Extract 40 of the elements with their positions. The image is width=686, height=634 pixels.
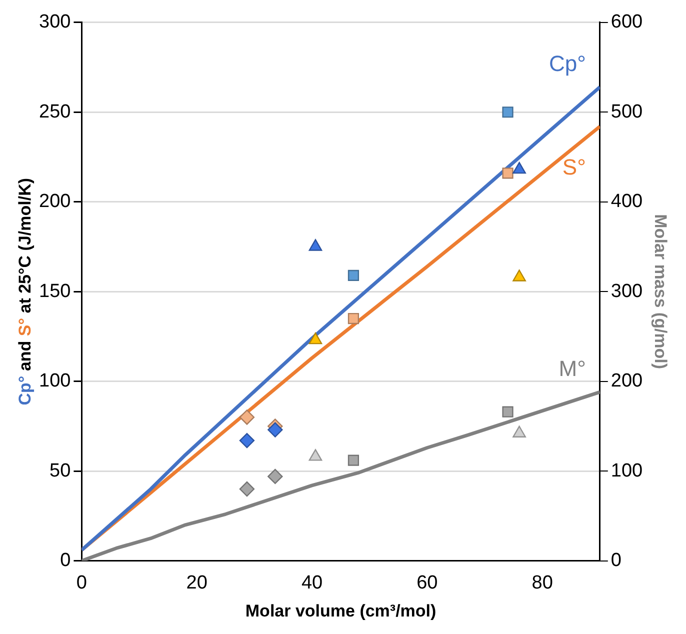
point	[502, 168, 514, 179]
series-label: Cp°	[548, 51, 586, 76]
point	[268, 422, 283, 438]
point	[348, 454, 360, 466]
point	[502, 406, 514, 418]
series-label: M°	[558, 356, 586, 382]
y2-tick-label: 500	[610, 101, 643, 122]
y2-axis-title: Molar mass (g/mol)	[651, 214, 670, 370]
y-tick-label: 0	[60, 550, 71, 572]
x-tick-label: 80	[532, 572, 553, 594]
y-tick-label: 150	[39, 280, 71, 302]
point	[239, 481, 255, 497]
y2-tick-label: 400	[610, 191, 643, 212]
point	[512, 270, 526, 282]
y2-tick-label: 200	[610, 370, 643, 392]
x-tick-label: 20	[186, 572, 208, 594]
point	[348, 312, 360, 324]
y2-tick-label: 300	[610, 280, 643, 302]
point	[239, 432, 255, 448]
point	[268, 468, 283, 484]
y-axis-title: Cp° and S° at 25°C (J/mol/K)	[16, 178, 35, 406]
y-tick-label: 50	[50, 460, 71, 482]
y-tick-label: 100	[39, 370, 71, 392]
x-tick-label: 0	[76, 572, 87, 594]
y-tick-label: 300	[39, 12, 71, 33]
point	[348, 270, 360, 281]
x-tick-label: 60	[416, 572, 438, 594]
point	[502, 106, 514, 118]
y2-tick-label: 0	[610, 550, 622, 572]
y-tick-label: 200	[39, 191, 71, 212]
point	[308, 332, 322, 344]
point	[239, 410, 255, 425]
point	[308, 239, 322, 251]
y2-tick-label: 100	[610, 460, 643, 482]
y-tick-label: 250	[39, 101, 71, 122]
point	[512, 162, 526, 174]
y2-tick-label: 600	[610, 12, 643, 33]
x-tick-label: 40	[301, 572, 323, 594]
series-label: S°	[562, 154, 586, 180]
x-axis-title: Molar volume (cm³/mol)	[245, 601, 436, 620]
